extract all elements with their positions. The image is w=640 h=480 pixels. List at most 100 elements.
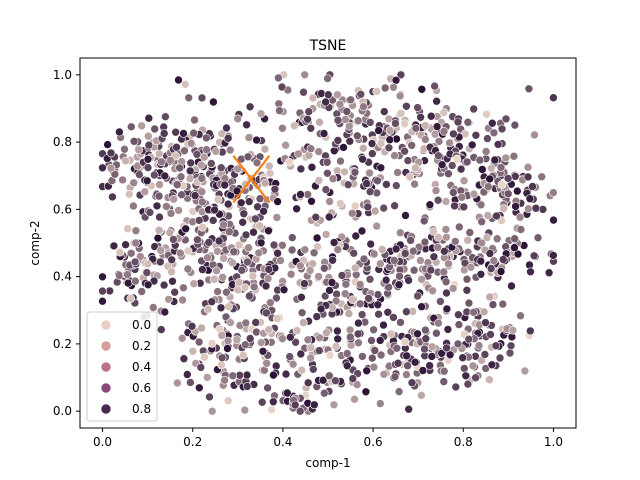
scatter-point [463,235,473,245]
legend-box [86,311,158,422]
scatter-point [367,149,377,158]
scatter-point [164,294,173,304]
scatter-point [417,391,426,400]
scatter-point [376,163,386,173]
scatter-point [333,334,343,344]
scatter-point [525,194,535,203]
scatter-point [358,144,368,153]
scatter-point [385,126,395,135]
scatter-point [544,268,554,278]
scatter-point [328,174,338,183]
scatter-point [225,227,234,236]
scatter-point [426,265,436,275]
scatter-point [166,155,175,165]
scatter-point [214,236,224,246]
scatter-point [369,362,379,372]
scatter-point [306,144,316,153]
scatter-point [393,168,402,177]
scatter-point [198,222,207,232]
scatter-point [115,127,124,137]
scatter-point [174,75,183,85]
scatter-point [439,366,449,376]
x-tick-label: 0.0 [93,435,112,449]
scatter-point [515,212,525,222]
scatter-point [373,176,382,186]
scatter-point [295,261,305,271]
scatter-point [516,311,525,321]
scatter-point [479,307,489,317]
scatter-point [328,255,337,265]
scatter-point [425,200,435,209]
scatter-point [498,299,508,309]
scatter-point [400,337,410,347]
scatter-point [410,163,420,173]
scatter-point [219,220,228,229]
scatter-point [177,190,186,199]
scatter-point [485,174,495,184]
scatter-point [355,299,365,309]
scatter-point [513,249,523,259]
scatter-point [487,118,497,128]
scatter-point [348,374,358,383]
scatter-point [430,129,440,139]
legend: 0.0 0.2 0.4 0.6 0.8 [86,311,158,422]
scatter-point [216,163,226,172]
scatter-point [322,328,331,338]
scatter-point [306,353,315,363]
scatter-point [207,159,216,168]
scatter-point [225,145,235,155]
scatter-point [454,320,464,329]
scatter-point [511,202,520,211]
scatter-point [404,404,414,414]
scatter-point [526,267,535,277]
scatter-point [417,85,427,94]
x-tick-label: 0.8 [454,435,473,449]
scatter-point [497,124,507,134]
scatter-point [252,327,261,337]
scatter-point [272,314,282,323]
scatter-point [358,352,367,361]
scatter-point [130,257,140,267]
scatter-point [264,226,273,236]
scatter-point [370,346,380,355]
scatter-point [223,344,232,353]
scatter-point [340,289,350,299]
scatter-point [167,267,176,277]
scatter-point [234,240,244,250]
scatter-point [351,231,361,241]
scatter-point [454,222,464,232]
scatter-point [462,274,472,284]
scatter-point [129,201,138,211]
scatter-point [325,286,334,295]
scatter-point [299,318,308,327]
scatter-point [370,206,380,216]
scatter-point [379,369,389,379]
scatter-point [156,257,165,267]
scatter-point [275,106,284,115]
scatter-point [194,216,204,225]
scatter-point [108,192,117,202]
scatter-point [524,84,534,94]
scatter-point [190,115,199,125]
scatter-point [144,140,154,150]
scatter-point [255,194,265,203]
scatter-point [384,282,393,292]
scatter-point [174,206,183,215]
scatter-point [315,333,324,343]
scatter-point [429,252,439,262]
scatter-point [509,151,519,161]
scatter-point [459,202,469,212]
scatter-point [481,147,491,156]
scatter-point [160,307,170,317]
scatter-point [512,186,522,196]
scatter-point [274,73,283,83]
x-tick-label: 0.2 [183,435,202,449]
scatter-point [523,172,533,182]
scatter-point [528,182,537,191]
scatter-point [179,129,188,138]
scatter-point [393,358,403,368]
scatter-point [390,151,399,160]
scatter-point [441,225,451,234]
scatter-point [350,201,360,211]
x-marker [232,155,271,204]
